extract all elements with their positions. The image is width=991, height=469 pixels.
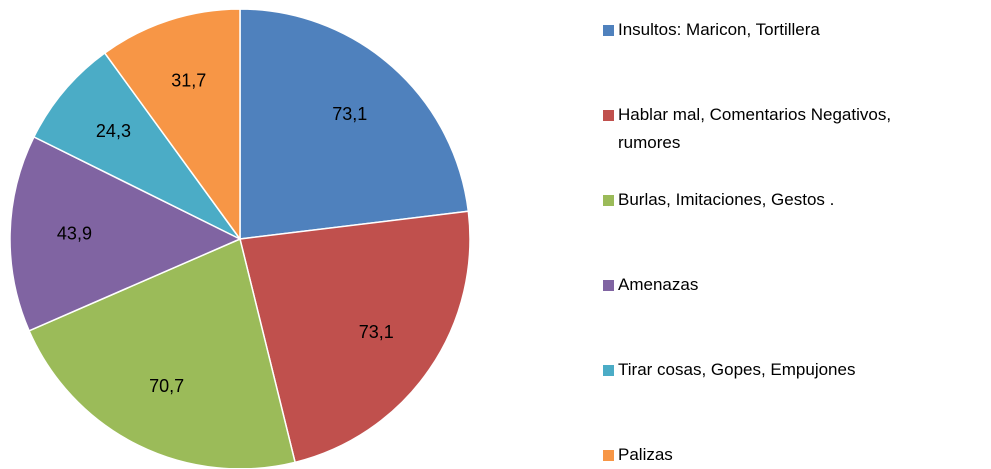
legend-swatch (603, 280, 614, 291)
legend-item: Palizas (603, 441, 673, 469)
data-label: 70,7 (149, 376, 184, 396)
pie-slice (239, 210, 471, 464)
legend-swatch (603, 110, 614, 121)
data-label: 73,1 (359, 322, 394, 342)
legend-swatch (603, 25, 614, 36)
data-label: 43,9 (57, 224, 92, 244)
legend-item: Amenazas (603, 271, 698, 299)
pie-slice (103, 8, 241, 242)
pie-slice (28, 237, 297, 468)
pie-chart: 73,1 73,1 70,7 43,9 24,3 31,7 (9, 8, 471, 468)
data-label: 24,3 (96, 121, 131, 141)
legend-label: Palizas (618, 445, 673, 464)
legend-item: Tirar cosas, Gopes, Empujones (603, 356, 855, 384)
legend-swatch (603, 195, 614, 206)
pie-slice (32, 51, 241, 240)
data-label: 73,1 (332, 104, 367, 124)
legend-label: Tirar cosas, Gopes, Empujones (618, 360, 856, 379)
legend-swatch (603, 365, 614, 376)
data-label: 31,7 (171, 70, 206, 90)
legend-label: Insultos: Maricon, Tortillera (618, 20, 820, 39)
legend-item: Burlas, Imitaciones, Gestos . (603, 186, 834, 214)
pie-slice (9, 135, 242, 332)
legend-label: Amenazas (618, 275, 699, 294)
legend-label: Hablar mal, Comentarios Negativos, rumor… (618, 105, 892, 152)
legend-item: Insultos: Maricon, Tortillera (603, 16, 820, 44)
legend-label: Burlas, Imitaciones, Gestos . (618, 190, 835, 209)
legend-swatch (603, 450, 614, 461)
pie-slice (239, 8, 470, 240)
legend-item: Hablar mal, Comentarios Negativos, rumor… (603, 101, 893, 157)
